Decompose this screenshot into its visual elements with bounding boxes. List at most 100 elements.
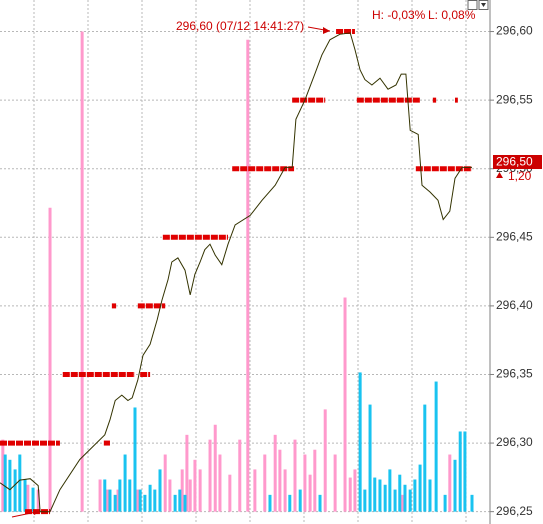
- high-label: H: -0,03%: [372, 8, 426, 22]
- volume-bar: [13, 469, 17, 512]
- volume-bar: [343, 297, 347, 512]
- y-tick-label: 296,45: [496, 229, 533, 243]
- volume-bar: [105, 489, 109, 512]
- settings-icon[interactable]: [467, 0, 478, 10]
- volume-bar: [198, 469, 202, 512]
- volume-bar: [313, 449, 317, 512]
- volume-bar: [363, 489, 367, 512]
- volume-bar: [273, 434, 277, 512]
- volume-bar: [263, 454, 267, 512]
- volume-bar: [368, 404, 372, 512]
- volume-bar: [18, 454, 22, 512]
- volume-bar: [283, 469, 287, 512]
- volume-bar: [1, 439, 5, 512]
- volume-bar: [133, 407, 137, 512]
- volume-bar: [434, 381, 438, 512]
- volume-bar: [183, 494, 187, 512]
- y-tick-label: 296,35: [496, 367, 533, 381]
- volume-bar: [113, 494, 117, 512]
- volume-bars: [1, 31, 474, 512]
- volume-bar: [153, 489, 157, 512]
- volume-bar: [298, 489, 302, 512]
- y-axis-labels: 296,25 296,30 296,35 296,40 296,45 296,50 296,…: [490, 24, 533, 518]
- volume-bar: [193, 459, 197, 512]
- volume-bar: [453, 459, 457, 512]
- volume-bar: [168, 479, 172, 512]
- volume-bar: [413, 479, 417, 512]
- volume-bar: [158, 469, 162, 512]
- volume-bar: [173, 494, 177, 512]
- volume-bar: [138, 489, 142, 512]
- volume-bar: [253, 469, 257, 512]
- volume-bar: [123, 454, 127, 512]
- volume-bar: [333, 454, 337, 512]
- volume-bar: [398, 474, 402, 512]
- volume-bar: [108, 489, 112, 512]
- y-tick-label: 296,55: [496, 92, 533, 106]
- volume-bar: [303, 454, 307, 512]
- volume-bar: [163, 454, 167, 512]
- volume-bar: [393, 489, 397, 512]
- volume-bar: [246, 39, 250, 512]
- y-tick-label: 296,40: [496, 298, 533, 312]
- volume-bar: [348, 477, 352, 512]
- volume-bar: [268, 494, 272, 512]
- volume-bar: [3, 454, 7, 512]
- y-tick-label: 296,25: [496, 504, 533, 518]
- y-tick-label: 296,30: [496, 435, 533, 449]
- volume-bar: [143, 494, 147, 512]
- volume-bar: [278, 449, 282, 512]
- volume-bar: [188, 479, 192, 512]
- volume-bar: [23, 479, 27, 512]
- volume-bar: [400, 494, 404, 512]
- volume-bar: [443, 494, 447, 512]
- volume-bar: [458, 431, 462, 512]
- volume-bar: [418, 464, 422, 512]
- volume-bar: [388, 469, 392, 512]
- volume-bar: [213, 424, 217, 512]
- low-label: L: 0,08%: [428, 8, 476, 22]
- price-line: [0, 32, 472, 513]
- volume-bar: [208, 439, 212, 512]
- volume-bar: [358, 372, 362, 512]
- volume-bar: [378, 479, 382, 512]
- volume-bar: [238, 439, 242, 512]
- volume-bar: [48, 207, 52, 512]
- volume-bar: [308, 474, 312, 512]
- volume-bar: [103, 479, 107, 512]
- volume-bar: [373, 477, 377, 512]
- y-tick-label: 296,60: [496, 24, 533, 38]
- volume-bar: [8, 459, 12, 512]
- volume-bar: [218, 454, 222, 512]
- change-arrow: [496, 172, 503, 178]
- volume-bar: [293, 439, 297, 512]
- last-price-box: [493, 155, 542, 169]
- open-arrow: [11, 511, 37, 518]
- volume-bar: [178, 489, 182, 512]
- volume-bar: [403, 484, 407, 512]
- volume-bar: [31, 487, 35, 512]
- volume-bar: [228, 474, 232, 512]
- menu-arrow: [481, 3, 486, 7]
- volume-bar: [318, 494, 322, 512]
- max-annotation: 296,60 (07/12 14:41:27): [176, 19, 304, 33]
- price-levels: [0, 29, 472, 515]
- volume-bar: [428, 479, 432, 512]
- annotation-arrowhead: [323, 27, 330, 34]
- volume-bar: [383, 484, 387, 512]
- volume-bar: [148, 484, 152, 512]
- volume-bar: [180, 469, 184, 512]
- volume-bar: [136, 489, 140, 512]
- volume-bar: [26, 484, 30, 512]
- volume-bar: [36, 489, 40, 512]
- volume-bar: [323, 409, 327, 512]
- volume-bar: [353, 469, 357, 512]
- change-label: 1,20: [508, 169, 532, 183]
- volume-bar: [408, 489, 412, 512]
- price-line-layer: [0, 32, 472, 513]
- volume-bar: [185, 434, 189, 512]
- volume-bar: [288, 494, 292, 512]
